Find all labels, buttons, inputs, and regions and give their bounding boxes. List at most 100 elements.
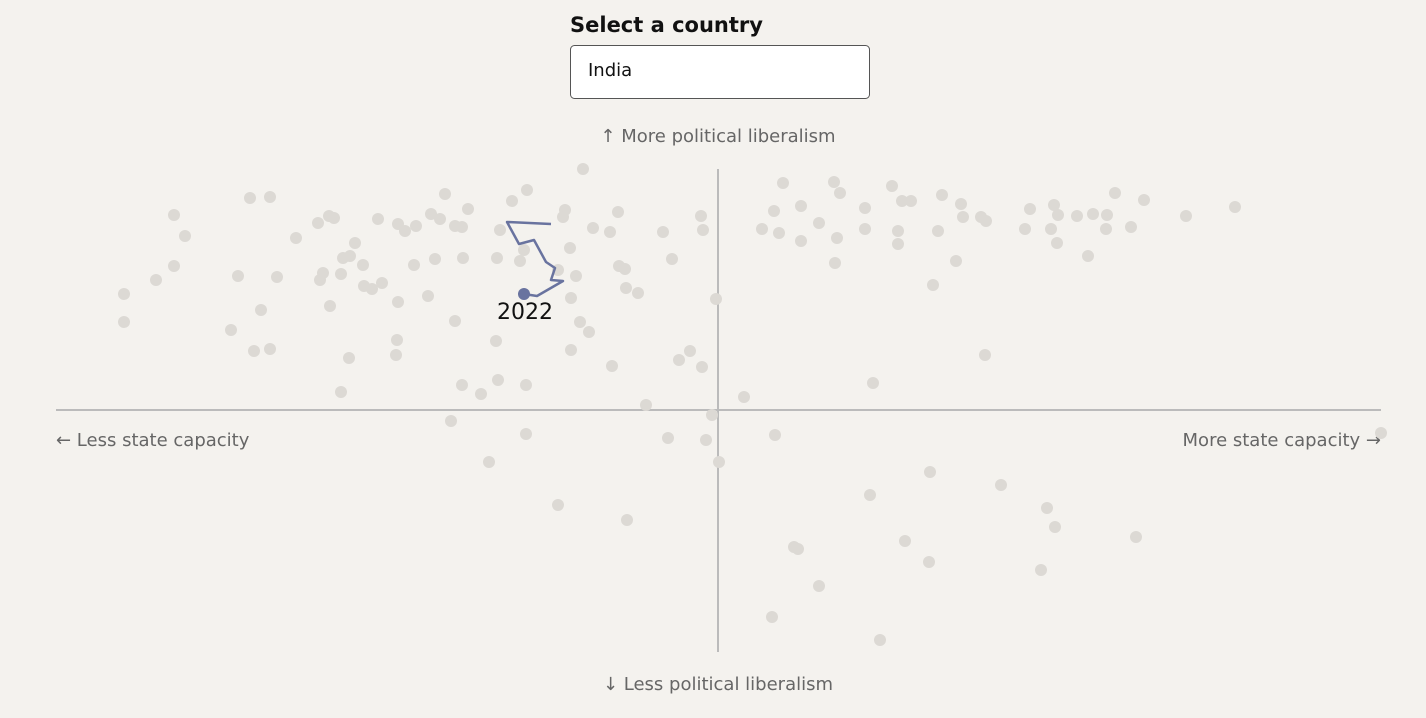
country-point xyxy=(859,223,871,235)
country-select[interactable] xyxy=(570,45,870,99)
country-point xyxy=(324,300,336,312)
country-point xyxy=(518,244,530,256)
country-point xyxy=(429,253,441,265)
country-point xyxy=(1125,221,1137,233)
y-axis-label-bottom: ↓ Less political liberalism xyxy=(603,674,833,695)
selector-label: Select a country xyxy=(570,13,763,37)
country-point xyxy=(684,345,696,357)
country-point xyxy=(864,489,876,501)
country-point xyxy=(343,352,355,364)
country-point xyxy=(1100,223,1112,235)
country-point xyxy=(673,354,685,366)
country-point xyxy=(662,432,674,444)
country-point xyxy=(777,177,789,189)
country-point xyxy=(314,274,326,286)
country-point xyxy=(1045,223,1057,235)
country-point xyxy=(905,195,917,207)
country-point xyxy=(773,227,785,239)
country-point xyxy=(697,224,709,236)
country-point xyxy=(768,205,780,217)
country-point xyxy=(831,232,843,244)
x-axis-label-right: More state capacity → xyxy=(1183,430,1381,451)
country-point xyxy=(574,316,586,328)
country-point xyxy=(118,316,130,328)
country-point xyxy=(570,270,582,282)
country-point xyxy=(795,235,807,247)
country-point xyxy=(290,232,302,244)
country-point xyxy=(710,293,722,305)
y-axis-label-top: ↑ More political liberalism xyxy=(600,126,835,147)
country-point xyxy=(587,222,599,234)
country-point xyxy=(449,315,461,327)
country-point xyxy=(955,198,967,210)
country-point xyxy=(565,292,577,304)
country-point xyxy=(927,279,939,291)
country-point xyxy=(410,220,422,232)
country-point xyxy=(859,202,871,214)
country-point xyxy=(422,290,434,302)
trajectory-end-point xyxy=(518,288,530,300)
country-point xyxy=(632,287,644,299)
country-point xyxy=(399,225,411,237)
country-point xyxy=(620,282,632,294)
country-point xyxy=(232,270,244,282)
country-point xyxy=(1019,223,1031,235)
country-point xyxy=(695,210,707,222)
country-point xyxy=(766,611,778,623)
country-point xyxy=(520,428,532,440)
country-point xyxy=(434,213,446,225)
country-point xyxy=(892,225,904,237)
country-point xyxy=(491,252,503,264)
country-point xyxy=(392,296,404,308)
country-point xyxy=(769,429,781,441)
country-point xyxy=(439,188,451,200)
country-point xyxy=(980,215,992,227)
country-point xyxy=(1071,210,1083,222)
x-axis-label-left: ← Less state capacity xyxy=(56,430,250,451)
country-point xyxy=(335,268,347,280)
country-point xyxy=(264,343,276,355)
country-point xyxy=(1375,427,1387,439)
country-point xyxy=(490,335,502,347)
country-point xyxy=(557,211,569,223)
country-point xyxy=(1229,201,1241,213)
country-point xyxy=(408,259,420,271)
country-point xyxy=(521,184,533,196)
country-point xyxy=(255,304,267,316)
country-point xyxy=(738,391,750,403)
country-point xyxy=(391,334,403,346)
country-point xyxy=(520,379,532,391)
country-point xyxy=(357,259,369,271)
country-point xyxy=(271,271,283,283)
country-point xyxy=(456,379,468,391)
country-point xyxy=(936,189,948,201)
trajectory-end-label: 2022 xyxy=(497,300,553,325)
country-point xyxy=(1101,209,1113,221)
country-point xyxy=(892,238,904,250)
country-point xyxy=(1048,199,1060,211)
country-point xyxy=(829,257,841,269)
country-point xyxy=(168,260,180,272)
country-point xyxy=(457,252,469,264)
country-point xyxy=(612,206,624,218)
country-point xyxy=(1052,209,1064,221)
country-point xyxy=(795,200,807,212)
country-point xyxy=(376,277,388,289)
country-point xyxy=(583,326,595,338)
country-point xyxy=(337,252,349,264)
country-point xyxy=(995,479,1007,491)
country-select-value[interactable]: India xyxy=(588,60,632,81)
country-point xyxy=(924,466,936,478)
country-point xyxy=(552,499,564,511)
country-point xyxy=(886,180,898,192)
country-point xyxy=(564,242,576,254)
country-point xyxy=(328,212,340,224)
country-point xyxy=(425,208,437,220)
country-point xyxy=(349,237,361,249)
country-point xyxy=(492,374,504,386)
country-point xyxy=(565,344,577,356)
country-point xyxy=(1035,564,1047,576)
country-point xyxy=(979,349,991,361)
country-point xyxy=(475,388,487,400)
country-point xyxy=(577,163,589,175)
